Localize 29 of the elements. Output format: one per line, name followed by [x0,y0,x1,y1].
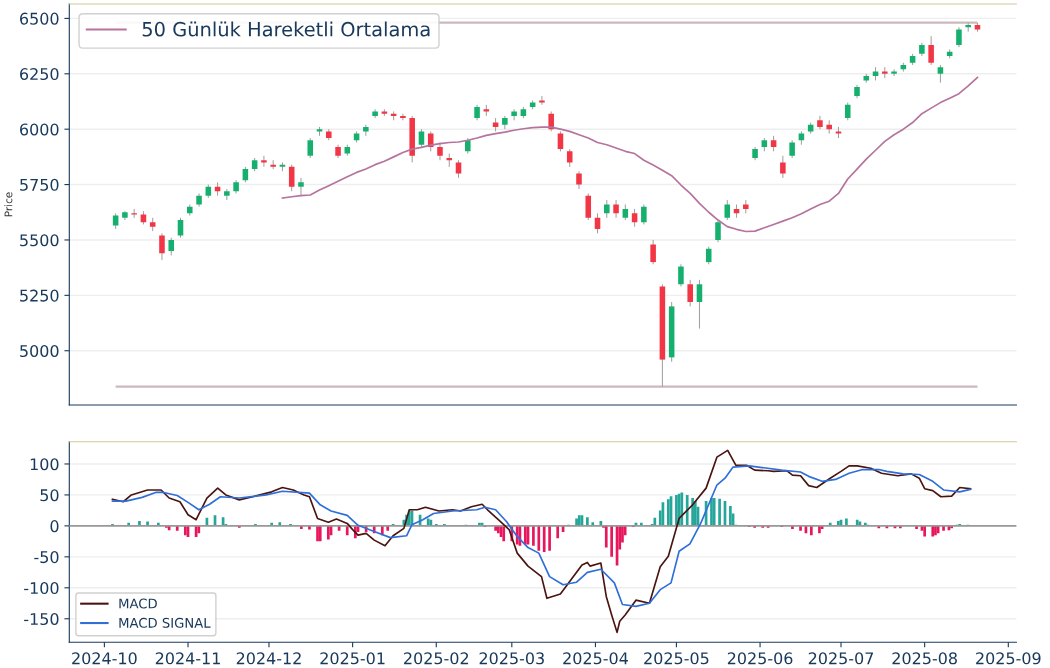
y-tick-label: 6500 [20,12,59,25]
x-tick-label: 2025-01 [320,652,385,665]
x-tick-label: 2025-06 [727,652,793,665]
y-axis-title: Price [4,192,13,217]
x-tick-label: 2025-09 [976,652,1041,665]
x-tick-label: 2025-03 [479,652,544,665]
x-tick-label: 2024-10 [72,652,137,665]
x-tick-label: 2025-02 [404,652,469,665]
x-tick-label: 2024-12 [236,652,301,665]
y-tick-label: -50 [34,551,59,564]
y-tick-label: 0 [50,520,59,533]
legend-label: 50 Günlük Hareketli Ortalama [142,21,430,37]
y-tick-label: 6000 [20,123,59,136]
y-tick-label: 5000 [20,344,59,358]
y-tick-label: 5250 [20,289,59,302]
y-tick-label: -150 [24,612,59,626]
x-tick-label: 2025-05 [644,652,709,665]
legend-label: MACD [119,598,157,609]
y-tick-label: 50 [40,489,59,502]
x-tick-label: 2024-11 [155,652,220,665]
y-tick-label: 6250 [20,68,59,81]
x-tick-label: 2025-08 [892,652,957,665]
y-tick-label: 5500 [20,234,59,247]
y-tick-label: -100 [24,582,59,595]
y-tick-label: 100 [30,458,59,471]
y-tick-label: 5750 [20,178,59,191]
legend-label: MACD SIGNAL [119,617,211,628]
x-tick-label: 2025-04 [563,652,628,665]
x-tick-label: 2025-07 [808,652,874,665]
